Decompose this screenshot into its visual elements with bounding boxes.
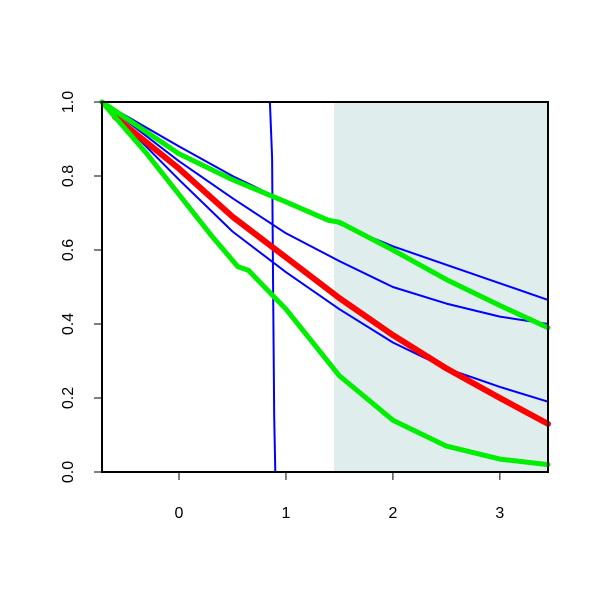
series-line-7 — [99, 99, 551, 468]
series-line-3 — [101, 101, 549, 403]
series-layer — [99, 99, 551, 473]
y-tick-label: 0.2 — [60, 387, 77, 409]
series-line-2 — [101, 101, 549, 325]
series-line-6 — [99, 99, 551, 331]
x-tick-label: 1 — [282, 505, 291, 522]
y-tick-label: 0.4 — [60, 313, 77, 335]
series-line-5 — [111, 113, 551, 427]
y-tick-label: 0.0 — [60, 461, 77, 483]
y-tick-label: 0.8 — [60, 165, 77, 187]
y-tick-label: 0.6 — [60, 239, 77, 261]
y-tick-label: 1.0 — [60, 91, 77, 113]
x-axis: 0 1 2 3 — [175, 472, 504, 522]
x-tick-label: 0 — [175, 505, 184, 522]
y-axis: 0.0 0.2 0.4 0.6 0.8 1.0 — [60, 91, 102, 483]
x-tick-label: 3 — [495, 505, 504, 522]
x-tick-label: 2 — [388, 505, 397, 522]
plot-frame — [101, 101, 549, 473]
shaded-region — [334, 102, 548, 472]
